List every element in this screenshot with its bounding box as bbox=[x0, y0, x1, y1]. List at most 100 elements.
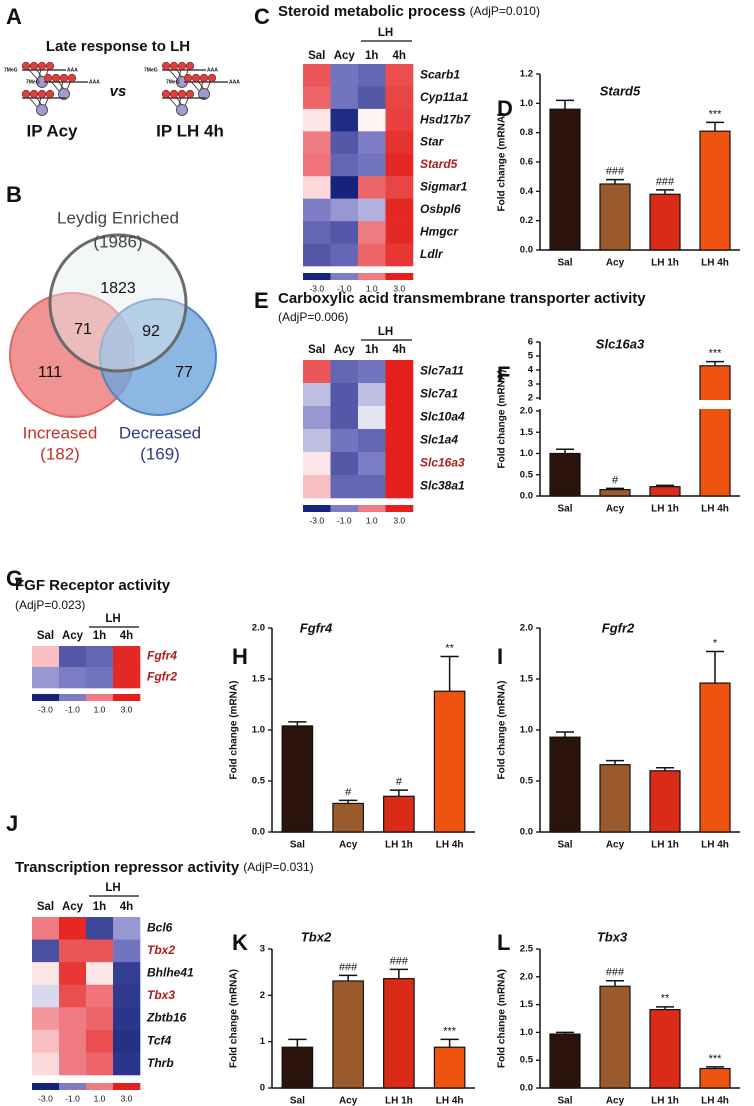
y-tick-label: 0.5 bbox=[252, 776, 266, 787]
x-tick-label: Acy bbox=[339, 1096, 358, 1106]
row-label: Tbx2 bbox=[147, 943, 175, 957]
venn-set-total: (1986) bbox=[93, 232, 142, 251]
heatmap-subtitle: (AdjP=0.031) bbox=[243, 860, 313, 874]
chart-title: Slc16a3 bbox=[596, 336, 645, 351]
heatmap-cell bbox=[385, 452, 414, 476]
heatmap-title-line: Transcription repressor activity (AdjP=0.… bbox=[15, 859, 314, 876]
heatmap-cell bbox=[59, 1007, 87, 1031]
cap-label: 7MeG bbox=[26, 79, 40, 85]
heatmap-cell bbox=[59, 1052, 87, 1076]
heatmap-cell bbox=[59, 667, 87, 689]
x-tick-label: LH 1h bbox=[651, 504, 679, 515]
ribosome bbox=[183, 73, 193, 83]
bar bbox=[549, 736, 581, 833]
panel-letter: J bbox=[6, 811, 18, 836]
y-tick-label: 4 bbox=[528, 365, 534, 376]
x-tick-label: LH 4h bbox=[701, 840, 729, 851]
y-tick-label: 1.0 bbox=[520, 448, 533, 459]
y-tick-label: 0.0 bbox=[520, 491, 533, 502]
venn-count: 71 bbox=[74, 321, 92, 338]
x-tick-label: LH 4h bbox=[701, 504, 729, 515]
bar bbox=[433, 690, 466, 833]
heatmap-cell bbox=[330, 452, 359, 476]
heatmap-cell bbox=[303, 406, 331, 430]
x-tick-label: LH 4h bbox=[436, 840, 464, 851]
column-label: 1h bbox=[365, 344, 378, 356]
heatmap-cell bbox=[330, 406, 359, 430]
ribosome bbox=[37, 89, 47, 99]
axis-break bbox=[532, 400, 740, 409]
heatmap-cell bbox=[385, 198, 414, 222]
bar bbox=[599, 985, 631, 1089]
heatmap-cell bbox=[330, 131, 359, 155]
heatmap-cell bbox=[32, 962, 60, 986]
ribosome bbox=[169, 61, 179, 71]
x-tick-label: Acy bbox=[339, 840, 358, 851]
y-tick-label: 0.4 bbox=[520, 186, 534, 197]
bar bbox=[699, 682, 731, 833]
ribosome bbox=[21, 61, 31, 71]
heatmap-cell bbox=[113, 1029, 141, 1053]
heatmap-cell bbox=[358, 86, 386, 110]
heatmap-cell bbox=[358, 406, 386, 430]
venn-set-name: Leydig Enriched bbox=[57, 208, 179, 227]
venn-set-name: Decreased bbox=[119, 423, 201, 442]
bar bbox=[649, 193, 681, 251]
bar bbox=[281, 725, 314, 833]
significance-label: # bbox=[345, 786, 352, 798]
ribosome bbox=[51, 73, 61, 83]
sample-label: IP LH 4h bbox=[156, 121, 224, 140]
heatmap-cell bbox=[385, 108, 414, 132]
group-label: LH bbox=[378, 27, 393, 39]
tail-label: AAA bbox=[207, 67, 218, 73]
colorbar-swatch bbox=[330, 505, 359, 512]
heatmap-cell bbox=[32, 646, 60, 668]
significance-label: *** bbox=[709, 348, 723, 360]
column-label: Sal bbox=[308, 50, 325, 62]
bar bbox=[433, 1046, 466, 1089]
y-axis-label: Fold change (mRNA) bbox=[497, 969, 508, 1068]
ribosome bbox=[177, 89, 187, 99]
heatmap-cell bbox=[330, 360, 359, 384]
heatmap-cell bbox=[303, 198, 331, 222]
ribosome bbox=[161, 61, 171, 71]
bar bbox=[649, 770, 681, 833]
heatmap-cell bbox=[303, 360, 331, 384]
heatmap-cell bbox=[385, 153, 414, 177]
cap-label: 7MeG bbox=[166, 79, 180, 85]
heatmap-cell bbox=[358, 176, 386, 199]
protein bbox=[176, 104, 188, 116]
bar bbox=[549, 452, 581, 497]
column-label: 1h bbox=[93, 901, 106, 913]
bar bbox=[599, 489, 631, 497]
heatmap-cell bbox=[330, 429, 359, 453]
ribosome bbox=[161, 89, 171, 99]
significance-label: ### bbox=[606, 967, 625, 979]
column-label: Sal bbox=[308, 344, 325, 356]
heatmap-cell bbox=[385, 383, 414, 407]
ribosome bbox=[185, 89, 195, 99]
heatmap-cell bbox=[385, 360, 414, 384]
heatmap-cell bbox=[330, 243, 359, 267]
ribosome bbox=[191, 73, 201, 83]
y-tick-label: 0.0 bbox=[520, 827, 533, 838]
y-tick-label: 0.0 bbox=[252, 827, 265, 838]
bar bbox=[699, 130, 731, 251]
row-label: Hmgcr bbox=[420, 225, 459, 239]
ribosome bbox=[29, 89, 39, 99]
heatmap-cell bbox=[32, 984, 60, 1008]
column-label: Acy bbox=[62, 630, 84, 642]
chart-title: Tbx2 bbox=[301, 929, 332, 944]
y-tick-label: 0.5 bbox=[520, 1055, 534, 1066]
heatmap-cell bbox=[113, 984, 141, 1008]
heatmap-cell bbox=[358, 243, 386, 267]
ribosome bbox=[67, 73, 77, 83]
colorbar-label: 3.0 bbox=[393, 515, 405, 525]
significance-label: *** bbox=[709, 1053, 723, 1065]
y-tick-label: 3 bbox=[260, 944, 265, 955]
y-tick-label: 0.6 bbox=[520, 157, 533, 168]
bar bbox=[649, 1009, 681, 1089]
tail-label: AAA bbox=[67, 67, 78, 73]
row-label: Slc38a1 bbox=[420, 479, 465, 493]
bar bbox=[649, 486, 681, 497]
